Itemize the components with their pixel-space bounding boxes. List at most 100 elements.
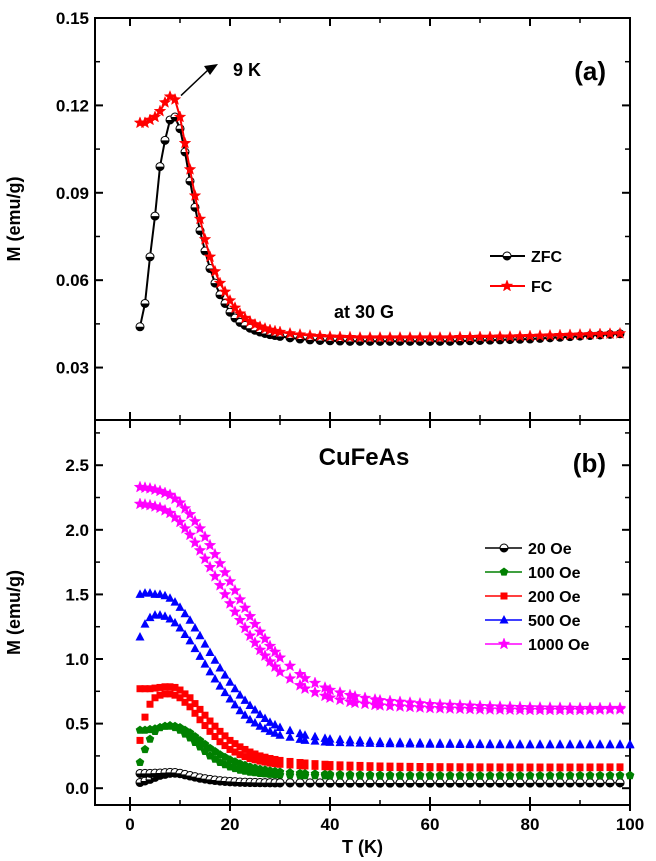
y-tick-label: 1.5	[65, 585, 89, 604]
data-point	[135, 632, 145, 641]
data-point	[221, 742, 229, 750]
data-point-fill	[576, 782, 584, 787]
data-point	[266, 754, 274, 762]
data-point-fill	[276, 782, 284, 787]
data-point-fill	[586, 782, 594, 787]
data-point	[466, 763, 474, 771]
data-point	[376, 762, 384, 770]
data-point	[358, 691, 372, 704]
data-point-fill	[146, 256, 154, 261]
data-point	[385, 770, 395, 779]
data-point	[310, 769, 320, 778]
data-point	[596, 763, 604, 771]
data-point	[211, 722, 219, 730]
data-point	[178, 136, 192, 149]
data-point	[615, 770, 625, 779]
data-point	[270, 728, 280, 737]
data-point-fill	[456, 341, 464, 346]
data-point	[146, 685, 154, 693]
data-point	[208, 547, 222, 560]
data-point	[208, 264, 222, 277]
data-point	[266, 759, 274, 767]
series-500-oe	[135, 588, 635, 749]
data-point	[423, 701, 437, 714]
data-point-fill	[426, 782, 434, 787]
data-point	[555, 739, 565, 748]
data-point	[253, 625, 267, 638]
data-point	[393, 695, 407, 708]
data-point-fill	[456, 782, 464, 787]
data-point	[218, 587, 232, 600]
data-point	[231, 748, 239, 756]
data-point	[220, 687, 230, 697]
series-fc	[133, 90, 627, 343]
data-point	[300, 730, 310, 739]
data-point	[435, 770, 445, 779]
arrow-head	[204, 64, 218, 75]
data-point-fill	[326, 340, 334, 345]
data-point	[228, 301, 242, 314]
data-point	[323, 683, 337, 696]
data-point	[576, 763, 584, 771]
data-point	[206, 727, 214, 735]
data-point	[248, 636, 262, 649]
y-axis-label: M (emu/g)	[4, 570, 24, 655]
data-point-fill	[446, 341, 454, 346]
data-point-fill	[336, 782, 344, 787]
data-point	[496, 763, 504, 771]
data-point	[241, 753, 249, 761]
data-point-fill	[336, 341, 344, 346]
data-point	[231, 740, 239, 748]
data-point	[190, 623, 200, 632]
data-point	[205, 647, 215, 657]
data-point	[358, 697, 372, 710]
data-point	[210, 655, 220, 664]
data-point	[285, 732, 295, 741]
data-point	[545, 739, 555, 748]
data-point	[136, 736, 144, 744]
data-point	[135, 757, 145, 766]
data-point	[405, 770, 415, 779]
data-point	[173, 515, 187, 528]
data-point-fill	[386, 782, 394, 787]
data-point	[180, 629, 190, 638]
data-point	[211, 733, 219, 741]
y-tick-label: 0.06	[56, 271, 89, 290]
data-point	[261, 753, 269, 761]
x-tick-label: 0	[125, 815, 134, 834]
data-point	[445, 770, 455, 779]
data-point	[233, 613, 247, 626]
data-point	[321, 760, 329, 768]
data-point	[566, 763, 574, 771]
data-point	[145, 612, 155, 622]
data-point	[215, 663, 225, 672]
data-point-fill	[276, 336, 284, 341]
x-tick-label: 100	[616, 815, 644, 834]
data-point	[250, 705, 260, 714]
data-point	[311, 760, 319, 768]
data-point-fill	[306, 339, 314, 344]
data-point	[165, 593, 175, 602]
panel-a: 0.03 0.06 0.09 0.12 0.15 M (emu/g) (a) 9 K at 30…	[4, 9, 631, 421]
legend-marker-fill	[503, 256, 511, 260]
data-point	[238, 601, 252, 614]
data-point	[206, 717, 214, 725]
data-point	[406, 762, 414, 770]
data-point	[151, 684, 159, 692]
data-point-fill	[546, 782, 554, 787]
panel-b: 0.0 0.5 1.0 1.5 2.0 2.5 0 20 40 60 80 100 M (emu/g) T…	[4, 419, 644, 857]
data-point-fill	[141, 303, 149, 308]
data-point-fill	[466, 340, 474, 345]
data-point-fill	[376, 341, 384, 346]
data-point	[141, 685, 149, 693]
data-point-fill	[476, 782, 484, 787]
data-point	[383, 694, 397, 707]
data-point	[585, 739, 595, 748]
data-point	[463, 699, 477, 712]
data-point-fill	[436, 341, 444, 346]
data-point	[283, 326, 297, 339]
data-point	[413, 696, 427, 709]
data-point	[188, 514, 202, 527]
data-point-fill	[506, 782, 514, 787]
data-point	[436, 763, 444, 771]
